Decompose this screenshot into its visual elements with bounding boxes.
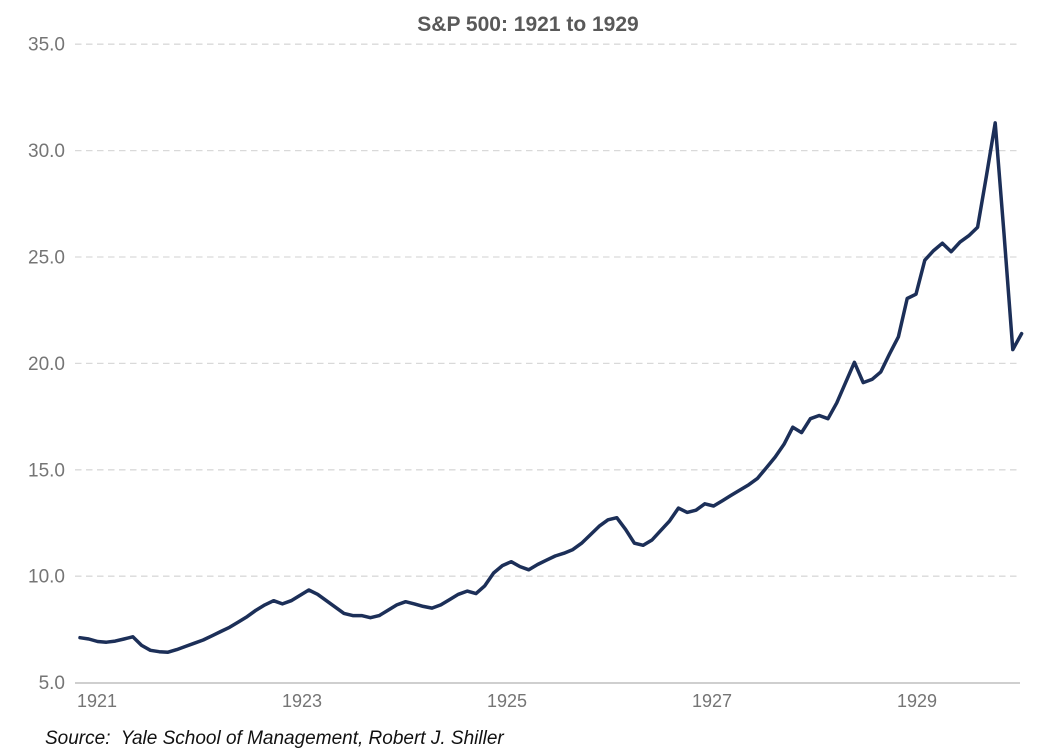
x-axis-labels: 1921 1923 1925 1927 1929 — [77, 691, 937, 711]
y-tick-label: 10.0 — [28, 567, 65, 588]
y-axis-labels: 35.0 30.0 25.0 20.0 15.0 10.0 5.0 — [28, 35, 65, 694]
x-tick-label: 1925 — [487, 691, 527, 711]
gridlines — [75, 43, 1020, 577]
y-tick-label: 35.0 — [28, 35, 65, 56]
source-note: Source: Yale School of Management, Rober… — [45, 728, 504, 749]
price-line — [78, 121, 1024, 654]
y-tick-label: 5.0 — [39, 673, 65, 694]
x-tick-label: 1921 — [77, 691, 117, 711]
chart-title: S&P 500: 1921 to 1929 — [417, 13, 638, 36]
y-tick-label: 15.0 — [28, 460, 65, 481]
y-tick-label: 30.0 — [28, 141, 65, 162]
y-tick-label: 25.0 — [28, 248, 65, 269]
x-tick-label: 1923 — [282, 691, 322, 711]
y-tick-label: 20.0 — [28, 354, 65, 375]
x-tick-label: 1929 — [897, 691, 937, 711]
x-tick-label: 1927 — [692, 691, 732, 711]
